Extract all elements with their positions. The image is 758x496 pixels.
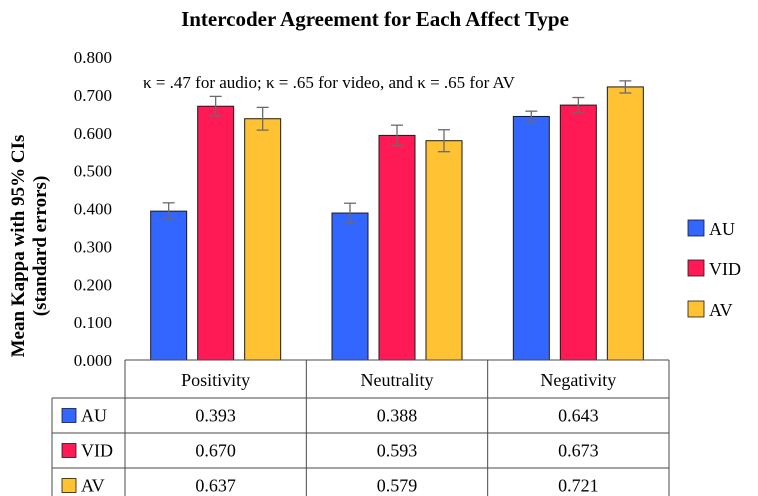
category-label: Neutrality <box>361 370 434 390</box>
y-axis-label-line1: Mean Kappa with 95% CIs <box>8 135 29 358</box>
bar-vid-positivity <box>197 105 235 361</box>
y-tick-label: 0.000 <box>74 351 112 370</box>
table-cell-value: 0.593 <box>377 441 418 461</box>
category-label: Positivity <box>181 370 250 390</box>
bar-vid-neutrality <box>378 134 416 361</box>
bar-vid-negativity <box>559 104 597 361</box>
table-cell-value: 0.579 <box>377 476 418 496</box>
y-tick-label: 0.200 <box>74 275 112 294</box>
bar-au-positivity <box>150 210 188 361</box>
table-cell-value: 0.721 <box>558 476 599 496</box>
legend-label: VID <box>709 259 741 279</box>
table-series-label: VID <box>81 441 113 461</box>
y-tick-label: 0.600 <box>74 124 112 143</box>
table-series-label: AU <box>81 406 107 426</box>
y-tick-label: 0.300 <box>74 237 112 256</box>
bar-au-neutrality <box>331 212 369 361</box>
table-cell-value: 0.670 <box>195 441 236 461</box>
y-tick-label: 0.800 <box>74 48 112 67</box>
y-tick-label: 0.500 <box>74 162 112 181</box>
table-swatch-av <box>61 478 77 493</box>
table-swatch-au <box>61 408 77 423</box>
table-cell-value: 0.393 <box>195 406 236 426</box>
bar-av-positivity <box>244 118 282 361</box>
table-series-label: AV <box>81 476 105 496</box>
table-cell-value: 0.673 <box>558 441 599 461</box>
category-label: Negativity <box>540 370 616 390</box>
table-swatch-vid <box>61 443 77 458</box>
bar-av-negativity <box>606 86 644 361</box>
legend-swatch-av <box>687 300 705 318</box>
legend-label: AV <box>709 300 733 320</box>
table-cell-value: 0.637 <box>195 476 236 496</box>
table-cell-value: 0.643 <box>558 406 599 426</box>
legend-label: AU <box>709 219 735 239</box>
legend-swatch-au <box>687 219 705 237</box>
chart-title: Intercoder Agreement for Each Affect Typ… <box>181 7 569 31</box>
bar-av-neutrality <box>425 140 463 361</box>
kappa-annotation: κ = .47 for audio; κ = .65 for video, an… <box>143 73 516 92</box>
bar-au-negativity <box>512 115 550 361</box>
legend-swatch-vid <box>687 259 705 277</box>
table-cell-value: 0.388 <box>377 406 418 426</box>
y-tick-label: 0.100 <box>74 313 112 332</box>
y-axis-label-line2: (standard errors) <box>30 176 51 317</box>
y-tick-label: 0.400 <box>74 200 112 219</box>
y-tick-label: 0.700 <box>74 86 112 105</box>
